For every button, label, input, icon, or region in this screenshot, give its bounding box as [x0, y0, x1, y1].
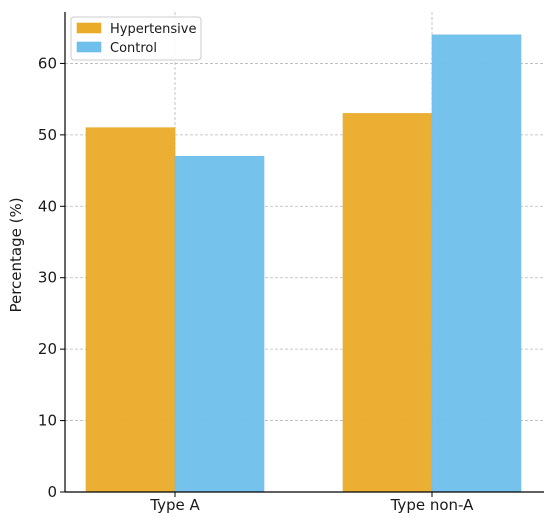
y-tick-label: 10 [38, 412, 57, 430]
bar-control-1 [174, 155, 265, 493]
legend-label-hypertensive: Hypertensive [110, 22, 196, 37]
legend-label-control: Control [110, 41, 157, 56]
y-tick-label: 40 [38, 197, 57, 215]
legend-swatch-control [76, 41, 102, 53]
bar-hypertensive-2 [342, 113, 433, 493]
y-tick-label: 50 [38, 126, 57, 144]
bar-hypertensive-1 [85, 127, 176, 493]
y-tick-label: 30 [38, 269, 57, 287]
legend-swatch-hypertensive [76, 22, 102, 34]
y-tick-label: 0 [47, 483, 57, 501]
y-tick-label: 60 [38, 54, 57, 72]
bar-control-2 [431, 34, 522, 493]
axes [60, 12, 544, 497]
bars [85, 34, 522, 493]
x-tick-label: Type non-A [390, 496, 474, 514]
legend-frame [70, 16, 202, 61]
y-axis-title: Percentage (%) [7, 197, 25, 312]
legend: Hypertensive Control [70, 16, 202, 61]
tick-labels: 0 10 20 30 40 50 60 Type A Type non-A [38, 54, 474, 514]
y-tick-label: 20 [38, 340, 57, 358]
x-tick-label: Type A [149, 496, 200, 514]
